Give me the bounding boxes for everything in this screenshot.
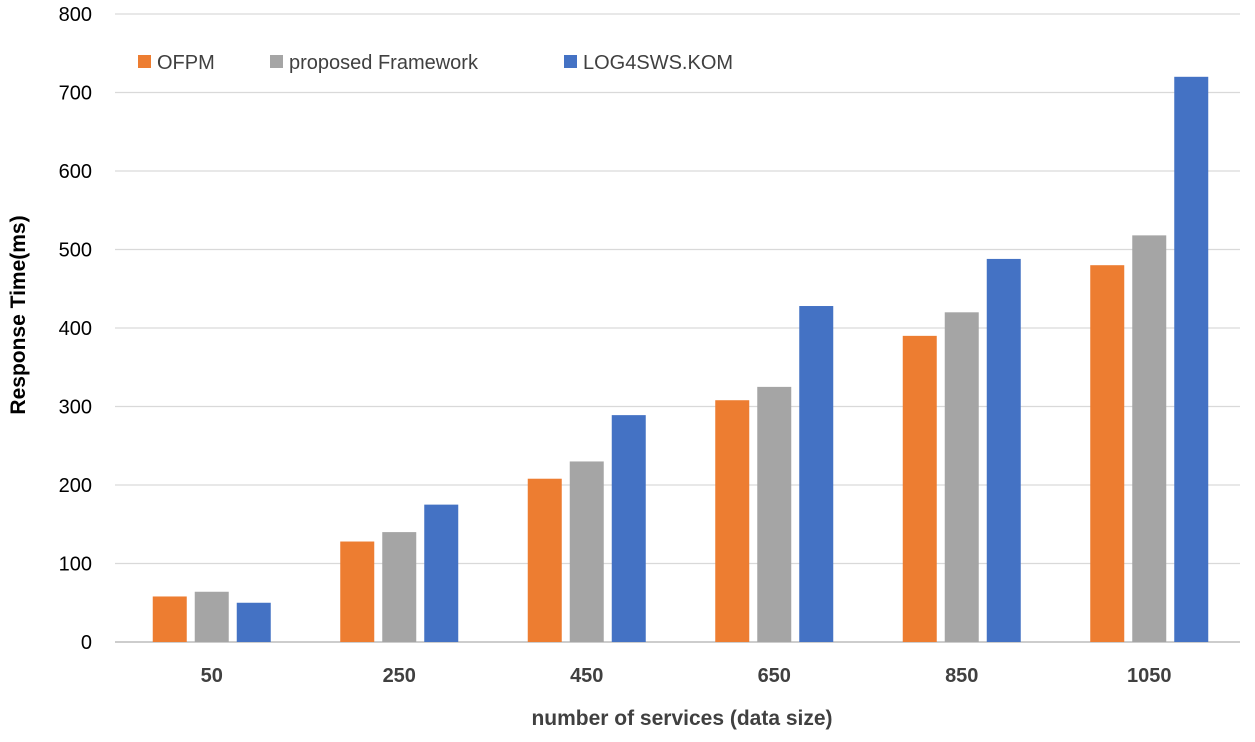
x-tick-label: 1050 <box>1127 665 1172 687</box>
legend-label: LOG4SWS.KOM <box>583 52 733 74</box>
bar-proposed-framework-50 <box>194 591 229 642</box>
bar-log4sws-kom-850 <box>986 258 1021 642</box>
bar-proposed-framework-1050 <box>1132 235 1167 642</box>
y-tick-label: 700 <box>59 83 92 105</box>
y-tick-label: 600 <box>59 161 92 183</box>
legend-swatch <box>564 55 577 68</box>
bar-ofpm-450 <box>527 478 562 642</box>
legend-swatch <box>138 55 151 68</box>
x-tick-label: 50 <box>201 665 223 687</box>
bar-log4sws-kom-450 <box>611 415 646 642</box>
y-axis-title: Response Time(ms) <box>7 215 30 414</box>
bar-ofpm-250 <box>340 541 375 642</box>
bar-proposed-framework-250 <box>382 532 417 642</box>
y-tick-label: 100 <box>59 554 92 576</box>
bar-log4sws-kom-1050 <box>1174 76 1209 643</box>
x-tick-label: 650 <box>758 665 791 687</box>
bar-log4sws-kom-650 <box>799 306 834 642</box>
bar-log4sws-kom-250 <box>424 504 459 642</box>
legend-swatch <box>270 55 283 68</box>
bar-ofpm-850 <box>902 335 937 642</box>
legend: OFPM proposed Framework LOG4SWS.KOM <box>138 52 733 74</box>
y-tick-label: 800 <box>59 4 92 26</box>
y-tick-label: 300 <box>59 397 92 419</box>
bar-proposed-framework-850 <box>944 312 979 642</box>
x-tick-label: 250 <box>383 665 416 687</box>
y-tick-label: 0 <box>81 632 92 654</box>
x-tick-label: 850 <box>945 665 978 687</box>
x-tick-label: 450 <box>570 665 603 687</box>
legend-label: OFPM <box>157 52 215 74</box>
bar-ofpm-650 <box>715 400 750 642</box>
bar-proposed-framework-650 <box>757 386 792 642</box>
bar-log4sws-kom-50 <box>236 602 271 642</box>
x-axis-title: number of services (data size) <box>531 707 832 730</box>
legend-label: proposed Framework <box>289 52 479 74</box>
y-tick-label: 500 <box>59 240 92 262</box>
bar-ofpm-1050 <box>1090 265 1125 642</box>
gridlines <box>115 13 1240 643</box>
y-tick-label: 200 <box>59 475 92 497</box>
bar-ofpm-50 <box>152 596 187 642</box>
x-axis-ticks: 50 250 450 650 850 1050 <box>201 665 1172 687</box>
bar-proposed-framework-450 <box>569 461 604 642</box>
y-tick-label: 400 <box>59 318 92 340</box>
y-axis-ticks: 0 100 200 300 400 500 600 700 800 <box>59 4 92 654</box>
bars <box>152 76 1209 643</box>
